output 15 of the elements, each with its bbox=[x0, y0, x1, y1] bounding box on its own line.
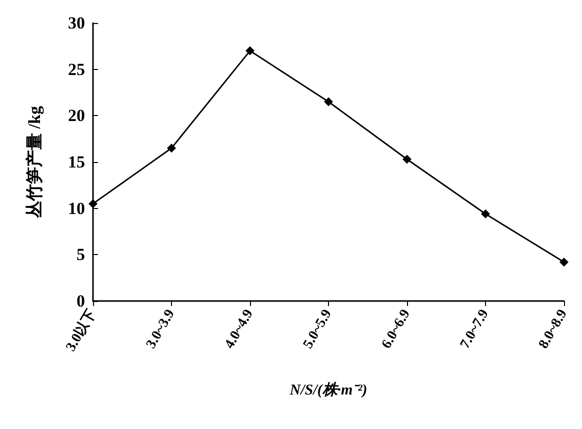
point bbox=[167, 144, 176, 153]
point bbox=[88, 199, 98, 208]
y-tick-label: 30 bbox=[68, 14, 85, 32]
point bbox=[246, 46, 254, 56]
point bbox=[560, 258, 568, 267]
point bbox=[324, 97, 333, 106]
y-tick-label: 25 bbox=[68, 60, 85, 79]
y-tick-label: 15 bbox=[68, 152, 85, 172]
point bbox=[481, 209, 490, 218]
y-axis-title: 丛竹笋产量 /kg bbox=[25, 106, 44, 219]
x-axis-title: N/S/(株·m⁻²) bbox=[288, 382, 368, 398]
y-tick-label: 5 bbox=[76, 245, 85, 264]
y-tick-label: 10 bbox=[68, 198, 85, 218]
point bbox=[402, 154, 412, 164]
y-tick-label: 20 bbox=[68, 106, 85, 126]
